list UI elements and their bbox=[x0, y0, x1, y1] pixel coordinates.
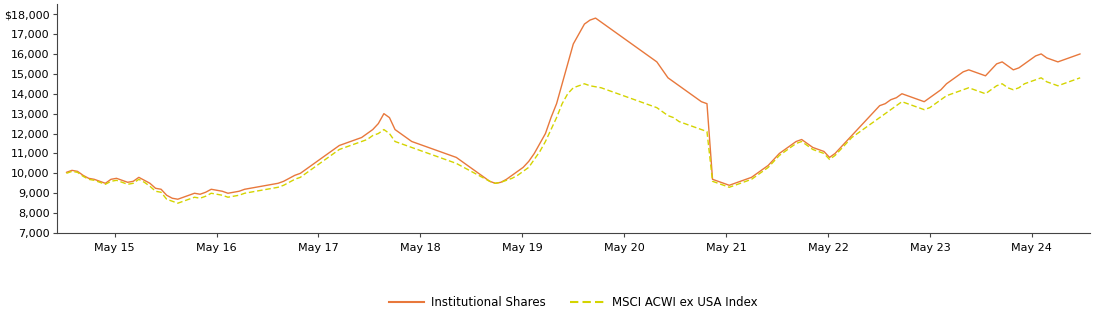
Legend: Institutional Shares, MSCI ACWI ex USA Index: Institutional Shares, MSCI ACWI ex USA I… bbox=[384, 292, 763, 314]
